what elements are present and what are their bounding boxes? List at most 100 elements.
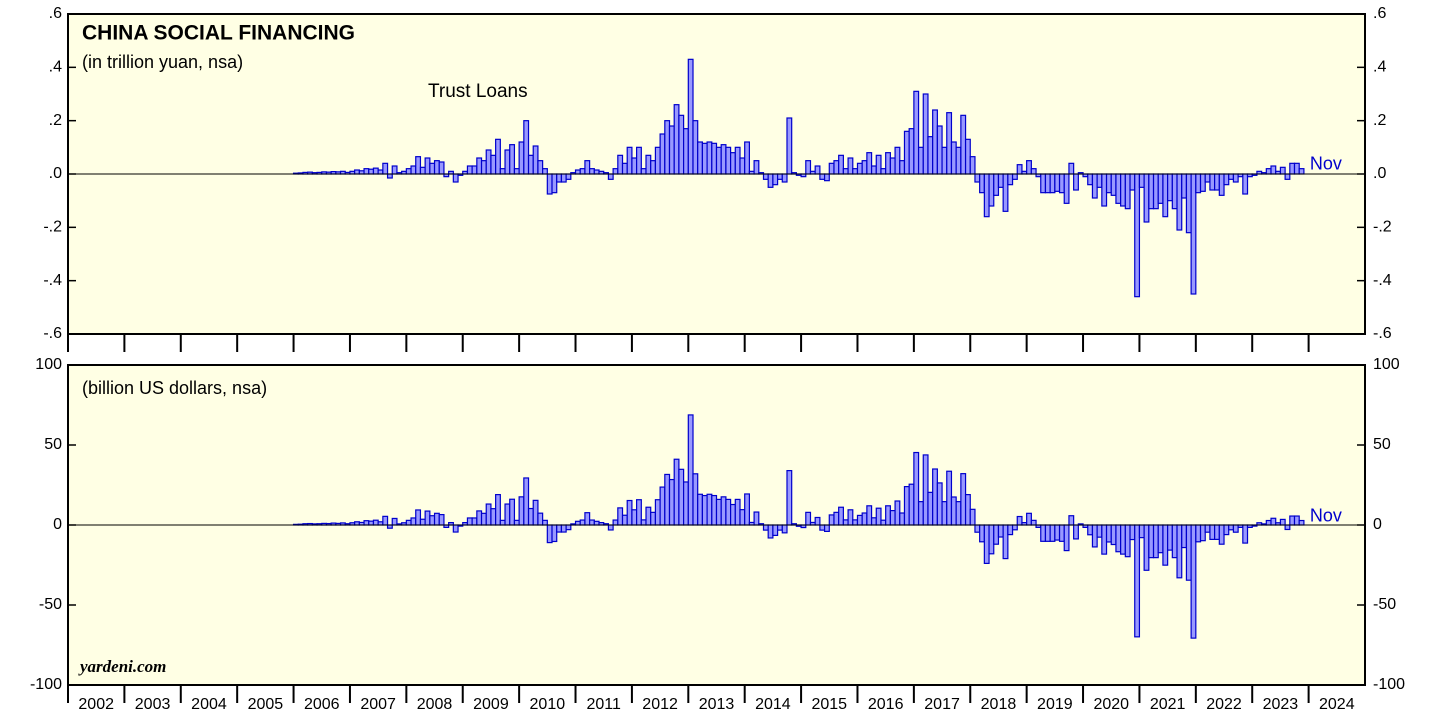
bar: [1152, 524, 1159, 559]
bar: [532, 145, 539, 175]
plot-frame: [67, 364, 1366, 686]
bar: [1040, 173, 1047, 194]
y2-tick-label: 0: [1373, 516, 1382, 533]
bar: [1214, 173, 1220, 191]
bar: [527, 154, 534, 175]
bar: [1011, 173, 1018, 180]
bar: [762, 173, 769, 180]
bar: [988, 173, 995, 207]
bar: [433, 512, 440, 526]
y2-tick-label: -.2: [1373, 219, 1392, 236]
bar: [368, 168, 375, 175]
bar: [823, 524, 830, 533]
bar: [1284, 173, 1291, 180]
bar: [1181, 173, 1188, 199]
bar: [842, 519, 849, 526]
bar: [936, 482, 943, 526]
bar: [466, 165, 473, 175]
x-tick-label: 2013: [699, 696, 735, 713]
bar: [833, 511, 840, 526]
bar: [805, 511, 812, 526]
bar: [560, 173, 567, 183]
bar: [979, 524, 985, 543]
bar: [734, 498, 741, 526]
bar: [903, 486, 910, 526]
bar: [1115, 524, 1122, 553]
bar: [814, 516, 821, 526]
y2-tick-label: -100: [1373, 676, 1405, 693]
bar: [621, 514, 628, 526]
bar: [922, 454, 929, 526]
bar: [805, 160, 812, 175]
bar: [1176, 524, 1183, 579]
bar: [1134, 173, 1141, 298]
bar: [885, 152, 891, 175]
bar: [781, 524, 788, 534]
bar: [429, 162, 436, 175]
bar: [495, 138, 501, 175]
bar: [377, 169, 384, 175]
bar: [936, 125, 943, 175]
bar: [1195, 524, 1202, 543]
bar: [908, 128, 915, 175]
bar: [1242, 173, 1249, 195]
bar: [1002, 173, 1009, 212]
bar: [1011, 524, 1018, 531]
bar: [932, 468, 938, 526]
bar: [1298, 168, 1305, 175]
bar: [1199, 524, 1206, 542]
x-tick-label: 2003: [135, 696, 171, 713]
bar: [668, 478, 675, 526]
bar: [706, 493, 713, 526]
x-tick-label: 2004: [191, 696, 227, 713]
bar: [880, 519, 887, 526]
subtitle: (in trillion yuan, nsa): [82, 52, 243, 72]
bar: [1120, 173, 1126, 207]
bar: [753, 511, 760, 526]
bar: [1101, 173, 1108, 207]
x-tick-label: 2023: [1263, 696, 1299, 713]
bar: [983, 173, 990, 218]
bar: [391, 165, 398, 175]
bar: [1232, 173, 1239, 183]
bar: [419, 518, 426, 526]
bar: [1289, 162, 1296, 175]
bar: [687, 58, 694, 175]
bar: [1162, 173, 1169, 218]
bar: [866, 505, 873, 526]
bar: [1138, 524, 1145, 539]
bar: [452, 524, 459, 533]
bar: [1185, 173, 1192, 234]
x-tick-label: 2021: [1150, 696, 1186, 713]
bar: [499, 519, 506, 526]
bar: [386, 173, 393, 179]
y-tick-label: 50: [44, 436, 62, 453]
bar: [823, 173, 830, 182]
bar: [1026, 512, 1032, 526]
bar: [391, 517, 398, 526]
bar: [1162, 524, 1169, 566]
bar: [504, 149, 511, 175]
bar: [1279, 518, 1286, 526]
bar: [734, 146, 741, 175]
bar: [1110, 173, 1117, 196]
bar: [678, 468, 685, 526]
bar: [542, 168, 548, 175]
bar: [997, 524, 1004, 538]
bar: [781, 173, 788, 183]
bar: [518, 141, 525, 175]
x-tick-label: 2018: [981, 696, 1017, 713]
bar: [1270, 517, 1277, 526]
bar: [1284, 524, 1291, 531]
bar: [612, 168, 619, 175]
bar: [410, 517, 417, 526]
bar: [711, 142, 718, 175]
bar: [509, 498, 516, 526]
bar: [1115, 173, 1122, 204]
bar: [899, 512, 906, 526]
bar: [363, 168, 370, 175]
bar: [772, 173, 779, 186]
bar: [720, 496, 727, 526]
x-tick-label: 2011: [587, 696, 622, 713]
